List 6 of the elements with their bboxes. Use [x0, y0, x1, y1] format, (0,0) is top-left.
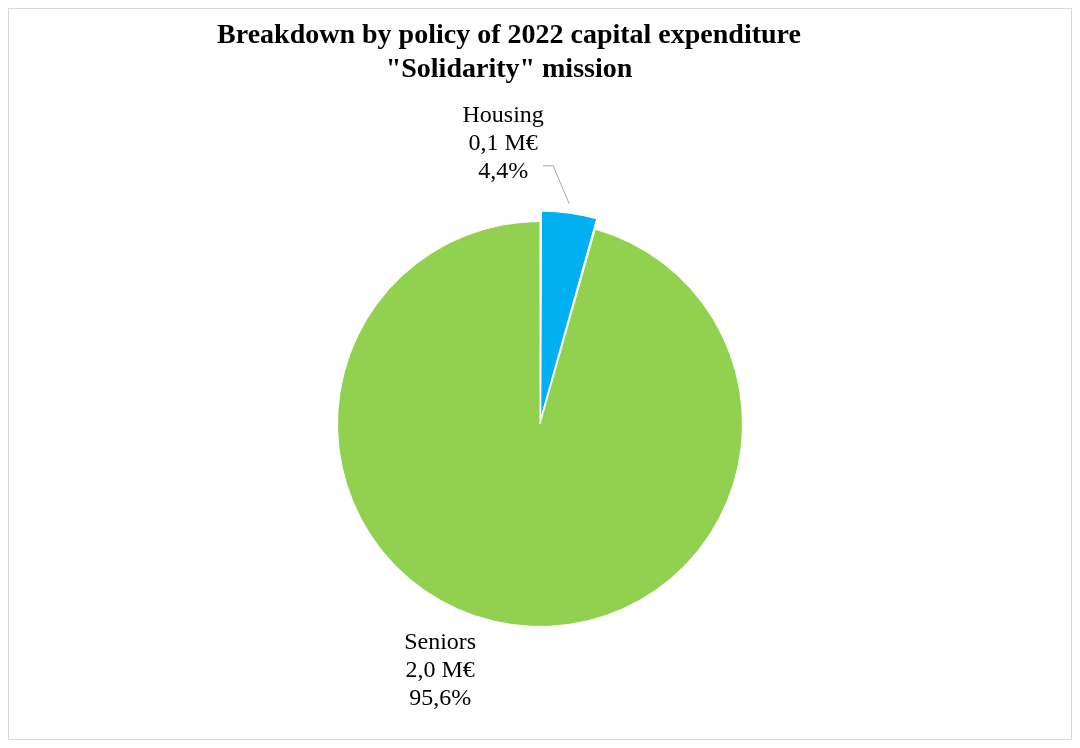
data-label: 2,0 M€ 95,6% [405, 655, 475, 710]
text: "Solidarity" mission [385, 52, 633, 83]
data-label: 0,1 M€ 4,4% [468, 129, 538, 184]
text: Breakdown by policy of 2022 capital expenditure [217, 18, 801, 49]
slice-label: Housing [462, 101, 544, 128]
slice-label: Seniors [404, 627, 477, 654]
